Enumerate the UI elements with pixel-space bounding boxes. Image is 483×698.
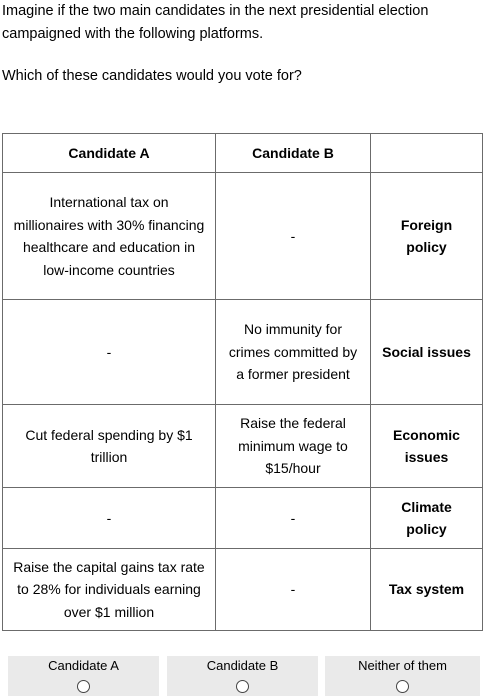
- radio-button-candidate-a[interactable]: [77, 680, 90, 693]
- cell-candidate-b: -: [215, 487, 371, 549]
- cell-candidate-b: -: [215, 172, 371, 300]
- radio-button-neither[interactable]: [396, 680, 409, 693]
- cell-attribute: Social issues: [370, 299, 483, 405]
- cell-candidate-a: Raise the capital gains tax rate to 28% …: [2, 548, 216, 631]
- cell-candidate-a: -: [2, 299, 216, 405]
- header-candidate-a: Candidate A: [2, 133, 216, 173]
- cell-attribute: Tax system: [370, 548, 483, 631]
- choice-candidate-a[interactable]: Candidate A: [8, 656, 159, 696]
- choice-neither[interactable]: Neither of them: [325, 656, 480, 696]
- cell-attribute: Foreign policy: [370, 172, 483, 300]
- choice-candidate-b[interactable]: Candidate B: [167, 656, 318, 696]
- radio-button-candidate-b[interactable]: [236, 680, 249, 693]
- cell-attribute: Economic issues: [370, 404, 483, 488]
- table-row: International tax on millionaires with 3…: [2, 172, 483, 300]
- choice-label: Candidate A: [48, 658, 119, 673]
- choice-label: Candidate B: [206, 658, 279, 673]
- table-row: Cut federal spending by $1 trillion Rais…: [2, 404, 483, 488]
- cell-candidate-a: -: [2, 487, 216, 549]
- cell-attribute: Climate policy: [370, 487, 483, 549]
- candidate-comparison-table: Candidate A Candidate B International ta…: [2, 133, 483, 631]
- header-attribute: [370, 133, 483, 173]
- cell-candidate-b: No immunity for crimes committed by a fo…: [215, 299, 371, 405]
- question-text: Which of these candidates would you vote…: [2, 68, 302, 84]
- cell-candidate-b: -: [215, 548, 371, 631]
- table-header-row: Candidate A Candidate B: [2, 133, 483, 173]
- cell-candidate-a: International tax on millionaires with 3…: [2, 172, 216, 300]
- cell-candidate-b: Raise the federal minimum wage to $15/ho…: [215, 404, 371, 488]
- table-row: Raise the capital gains tax rate to 28% …: [2, 548, 483, 631]
- vote-choice-group: Candidate A Candidate B Neither of them: [8, 656, 480, 696]
- header-candidate-b: Candidate B: [215, 133, 371, 173]
- table-row: - - Climate policy: [2, 487, 483, 549]
- cell-candidate-a: Cut federal spending by $1 trillion: [2, 404, 216, 488]
- choice-label: Neither of them: [358, 658, 447, 673]
- table-row: - No immunity for crimes committed by a …: [2, 299, 483, 405]
- intro-text: Imagine if the two main candidates in th…: [2, 3, 429, 42]
